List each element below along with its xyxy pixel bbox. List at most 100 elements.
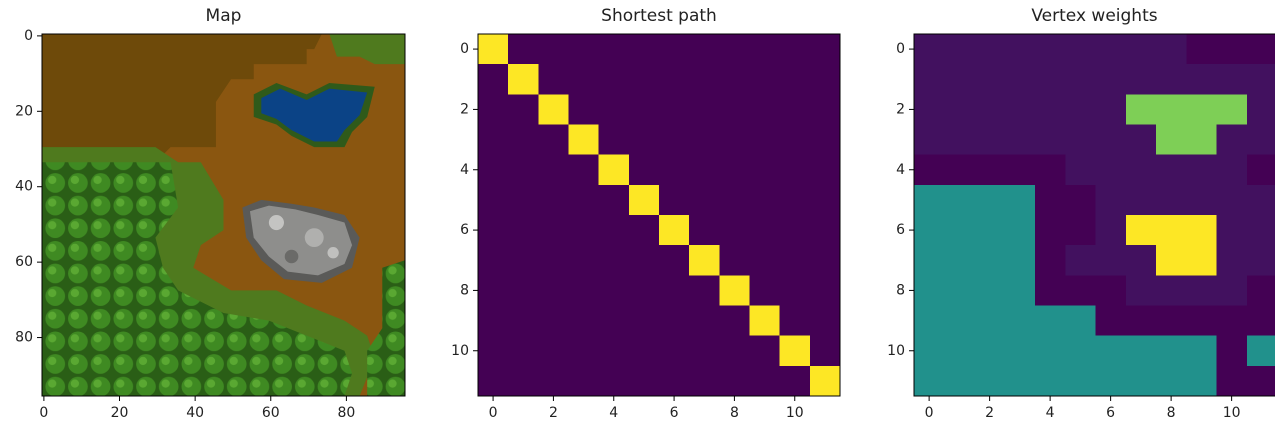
cell xyxy=(719,335,750,367)
cell xyxy=(478,335,509,367)
cell xyxy=(974,305,1006,337)
cell xyxy=(914,365,945,397)
cell xyxy=(779,215,811,246)
cell xyxy=(944,124,975,156)
cell xyxy=(689,34,720,65)
cell xyxy=(914,305,945,337)
cell xyxy=(944,64,975,95)
cell xyxy=(1216,305,1248,337)
cell xyxy=(1004,305,1036,337)
cell xyxy=(1095,245,1127,276)
cell xyxy=(598,34,630,65)
cell xyxy=(1035,305,1066,337)
panel-title: Shortest path xyxy=(601,6,717,26)
cell xyxy=(1035,184,1066,216)
cell xyxy=(914,94,945,125)
cell xyxy=(1246,124,1275,156)
cell xyxy=(719,124,750,156)
cell xyxy=(914,34,945,65)
y-tick-label: 0 xyxy=(24,28,33,44)
cell xyxy=(809,34,841,65)
cell xyxy=(719,305,750,337)
cell xyxy=(719,245,750,276)
cell xyxy=(628,275,660,306)
cell xyxy=(974,365,1006,397)
cell xyxy=(974,275,1006,306)
cell xyxy=(1216,245,1248,276)
cell xyxy=(1156,245,1187,276)
cell xyxy=(944,275,975,306)
cell xyxy=(944,34,975,65)
cell xyxy=(628,335,660,367)
cell xyxy=(508,64,539,95)
cell xyxy=(749,365,781,397)
cell xyxy=(1035,64,1066,95)
cell xyxy=(508,184,539,216)
cell xyxy=(1004,184,1036,216)
cell xyxy=(538,94,569,125)
cell xyxy=(538,184,569,216)
cell xyxy=(1004,94,1036,125)
cell xyxy=(689,245,720,276)
cell xyxy=(598,94,630,125)
cell xyxy=(598,184,630,216)
cell xyxy=(944,365,975,397)
cell xyxy=(659,184,690,216)
cell xyxy=(538,64,569,95)
cell xyxy=(1156,124,1187,156)
cell xyxy=(1095,184,1127,216)
cell xyxy=(628,34,660,65)
cell xyxy=(1125,124,1157,156)
cell xyxy=(749,275,781,306)
cell xyxy=(508,124,539,156)
x-tick-label: 0 xyxy=(925,405,934,421)
cell xyxy=(508,245,539,276)
cell xyxy=(628,124,660,156)
y-tick-label: 8 xyxy=(460,282,469,298)
cell xyxy=(1186,245,1217,276)
cell xyxy=(1095,365,1127,397)
cell xyxy=(1095,305,1127,337)
cell xyxy=(1186,154,1217,186)
y-tick-label: 40 xyxy=(15,179,33,195)
cell xyxy=(719,94,750,125)
cell xyxy=(1065,275,1096,306)
cell xyxy=(568,215,600,246)
cell xyxy=(1216,215,1248,246)
y-tick-label: 6 xyxy=(896,222,905,238)
cell xyxy=(1095,275,1127,306)
axes-frame xyxy=(477,33,841,397)
cell xyxy=(1125,245,1157,276)
axes-frame xyxy=(41,33,406,397)
y-tick-label: 80 xyxy=(15,330,33,346)
cell xyxy=(1065,64,1096,95)
cell xyxy=(478,34,509,65)
cell xyxy=(628,184,660,216)
x-tick-label: 80 xyxy=(337,405,355,421)
cell xyxy=(779,275,811,306)
cell xyxy=(809,64,841,95)
x-tick-label: 60 xyxy=(262,405,280,421)
x-tick-label: 2 xyxy=(549,405,558,421)
x-tick-label: 4 xyxy=(1046,405,1055,421)
x-tick-label: 2 xyxy=(985,405,994,421)
cell xyxy=(538,275,569,306)
cell xyxy=(749,94,781,125)
cell xyxy=(659,215,690,246)
cell xyxy=(568,335,600,367)
cell xyxy=(779,365,811,397)
cell xyxy=(809,305,841,337)
cell xyxy=(1246,154,1275,186)
cell xyxy=(779,245,811,276)
cell xyxy=(974,124,1006,156)
cell xyxy=(1216,154,1248,186)
cell xyxy=(1156,335,1187,367)
cell xyxy=(478,154,509,186)
cell xyxy=(749,124,781,156)
x-tick-label: 40 xyxy=(186,405,204,421)
cell xyxy=(719,34,750,65)
cell xyxy=(1065,94,1096,125)
x-tick-label: 8 xyxy=(1167,405,1176,421)
cell xyxy=(1186,335,1217,367)
cell xyxy=(1035,215,1066,246)
